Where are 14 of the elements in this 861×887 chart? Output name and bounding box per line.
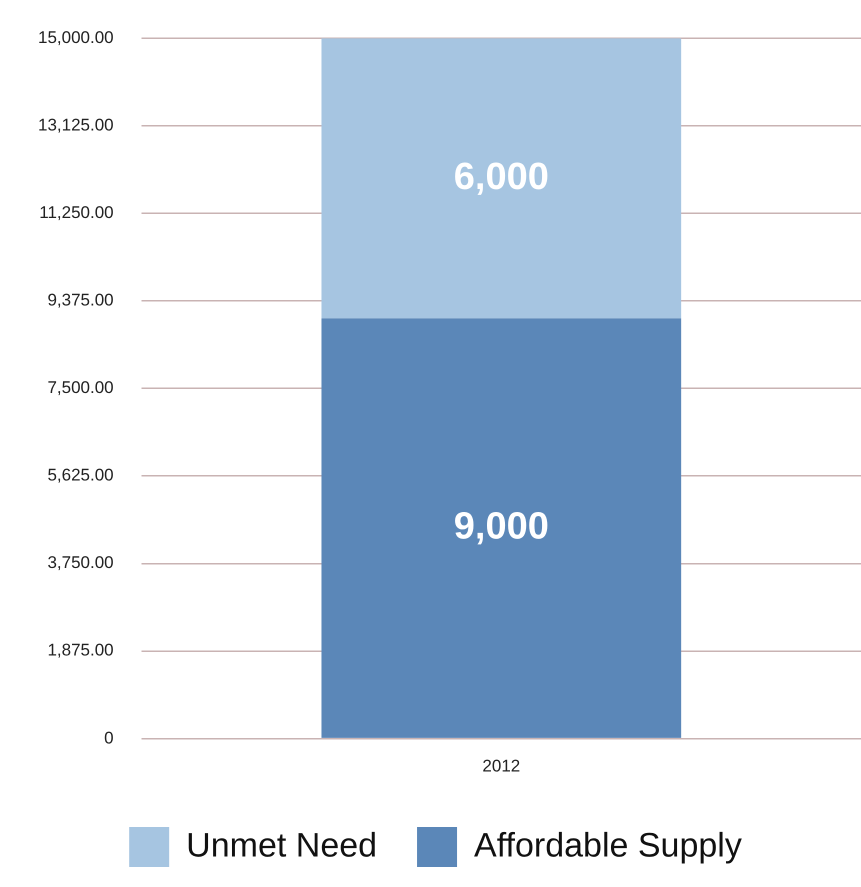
x-tick-label: 2012: [482, 756, 520, 776]
y-tick-label: 1,875.00: [47, 640, 114, 660]
data-label: 9,000: [454, 506, 549, 548]
y-tick-label: 11,250.00: [39, 202, 114, 222]
y-tick-label: 3,750.00: [47, 553, 114, 572]
y-tick-label: 15,000.00: [38, 28, 114, 47]
y-tick-label: 5,625.00: [47, 466, 114, 485]
data-label: 6,000: [454, 156, 549, 198]
y-tick-label: 7,500.00: [47, 378, 114, 398]
y-tick-label: 0: [104, 728, 114, 748]
y-tick-label: 13,125.00: [38, 115, 114, 134]
legend-label: Unmet Need: [186, 826, 378, 864]
y-tick-label: 9,375.00: [47, 290, 114, 310]
legend-label: Affordable Supply: [474, 826, 742, 864]
